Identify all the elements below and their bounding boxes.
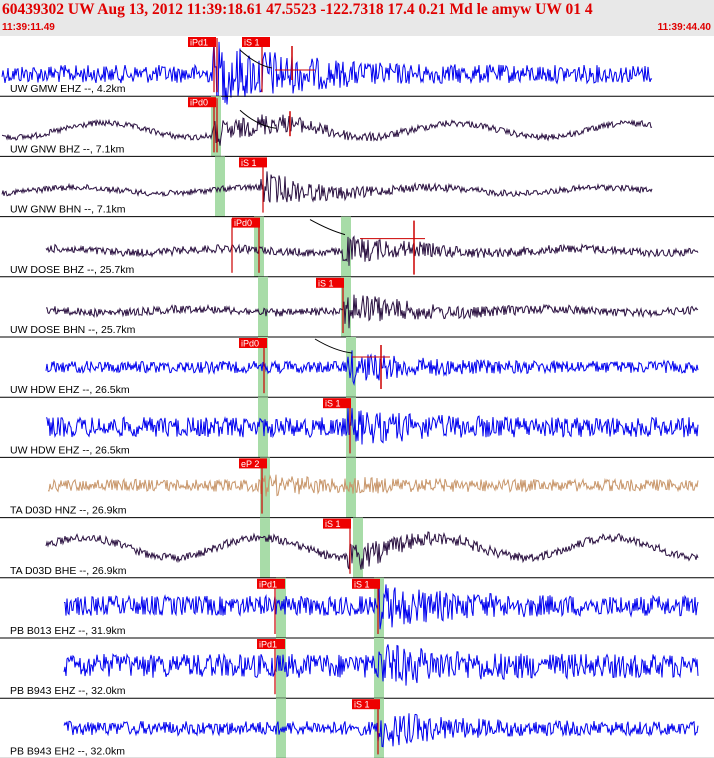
trace-row: iPd0 UW GNW BHZ --, 7.1km	[0, 96, 714, 157]
pick-label: iPd1	[259, 640, 277, 650]
pick-band	[215, 156, 225, 217]
trace-row: iS 1 PB B943 EH2 --, 32.0km	[0, 698, 714, 758]
trace-row: iPd0 UW DOSE BHZ --, 25.7km	[0, 216, 714, 278]
pick-band	[374, 577, 384, 638]
pick-label: iPd0	[234, 218, 252, 228]
trace-row: iS 1 UW GNW BHN --, 7.1km	[0, 156, 714, 218]
pick-label: iPd1	[259, 579, 277, 589]
pick-band	[341, 216, 351, 277]
waveform	[45, 350, 699, 386]
coda-curve	[309, 219, 346, 236]
start-time: 11:39:11.49	[2, 22, 55, 33]
pick-label: iS 1	[325, 399, 341, 409]
pick-label-box	[352, 699, 380, 710]
coda-curve	[239, 109, 277, 129]
trace-row: iPd1 iS 1 PB B013 EHZ --, 31.9km	[0, 577, 714, 639]
station-label: UW GNW BHZ --, 7.1km	[10, 143, 125, 155]
pick-label-box	[188, 37, 216, 47]
pick-label: eP 2	[241, 459, 259, 469]
pick-band	[260, 517, 270, 578]
station-label: TA D03D HNZ --, 26.9km	[10, 505, 127, 517]
pick-label: iPd0	[241, 339, 259, 349]
pick-label: iPd0	[190, 98, 208, 108]
waveform	[47, 474, 699, 497]
waveform	[45, 531, 699, 570]
waveform	[63, 713, 699, 748]
trace-row: iPd1 iS 1 UW GMW EHZ --, 4.2km	[0, 37, 714, 108]
pick-label-box	[188, 97, 216, 108]
pick-band	[353, 517, 363, 578]
pick-label-box	[352, 578, 380, 589]
station-label: UW DOSE BHN --, 25.7km	[10, 324, 136, 336]
waveform	[1, 41, 653, 108]
trace-row: eP 2 TA D03D HNZ --, 26.9km	[0, 457, 714, 519]
pick-label: iS 1	[325, 519, 341, 529]
waveform	[63, 644, 699, 686]
station-label: UW DOSE BHZ --, 25.7km	[10, 264, 135, 276]
waveform	[45, 407, 699, 445]
trace-row: iS 1 UW DOSE BHN --, 25.7km	[0, 276, 714, 338]
station-label: PB B943 EHZ --, 32.0km	[10, 685, 126, 697]
station-label: UW GNW BHN --, 7.1km	[10, 204, 126, 216]
pick-label-box	[316, 277, 344, 288]
coda-curve	[314, 338, 353, 354]
pick-label-box	[239, 157, 267, 168]
pick-label: iS 1	[244, 38, 260, 48]
waveform	[63, 582, 699, 630]
station-label: UW GMW EHZ --, 4.2km	[10, 83, 126, 95]
pick-label-box	[242, 37, 270, 47]
pick-label-box	[239, 338, 267, 348]
waveform	[45, 235, 699, 266]
station-label: PB B013 EHZ --, 31.9km	[10, 625, 126, 637]
pick-label-box	[239, 458, 267, 469]
end-time: 11:39:44.40	[657, 22, 711, 33]
pick-label-box	[257, 578, 285, 589]
station-label: UW HDW EHZ --, 26.5km	[10, 384, 130, 396]
waveform	[46, 294, 699, 329]
station-label: UW HDW EHZ --, 26.5km	[10, 444, 130, 456]
pick-label: iPd1	[190, 38, 208, 48]
pick-label: iS 1	[241, 158, 257, 168]
station-label: PB B943 EH2 --, 32.0km	[10, 745, 125, 757]
pick-label: iS 1	[354, 579, 370, 589]
pick-label-box	[232, 217, 260, 228]
coda-curve	[239, 49, 273, 69]
pick-band	[346, 397, 356, 458]
pick-label: iS 1	[318, 278, 334, 288]
pick-band	[374, 698, 384, 758]
event-header: 60439302 UW Aug 13, 2012 11:39:18.61 47.…	[0, 0, 714, 36]
pick-band	[260, 457, 270, 518]
pick-label-box	[257, 639, 285, 649]
pick-band	[374, 638, 384, 699]
pick-band	[258, 276, 268, 337]
waveform	[1, 171, 653, 203]
pick-label-box	[323, 518, 351, 529]
waveform	[1, 114, 653, 146]
trace-row: iPd0 UW HDW EHZ --, 26.5km	[0, 337, 714, 398]
trace-row: iS 1 TA D03D BHE --, 26.9km	[0, 517, 714, 579]
trace-row: iPd1 PB B943 EHZ --, 32.0km	[0, 638, 714, 699]
station-label: TA D03D BHE --, 26.9km	[10, 565, 127, 577]
pick-label: iS 1	[354, 700, 370, 710]
pick-label-box	[323, 398, 351, 409]
pick-band	[258, 337, 268, 398]
pick-band	[211, 96, 221, 157]
trace-panel: iPd1 iS 1 UW GMW EHZ --, 4.2km iPd0 UW GNW B…	[0, 37, 714, 758]
event-title: 60439302 UW Aug 13, 2012 11:39:18.61 47.…	[2, 1, 593, 18]
trace-row: iS 1 UW HDW EHZ --, 26.5km	[0, 397, 714, 458]
